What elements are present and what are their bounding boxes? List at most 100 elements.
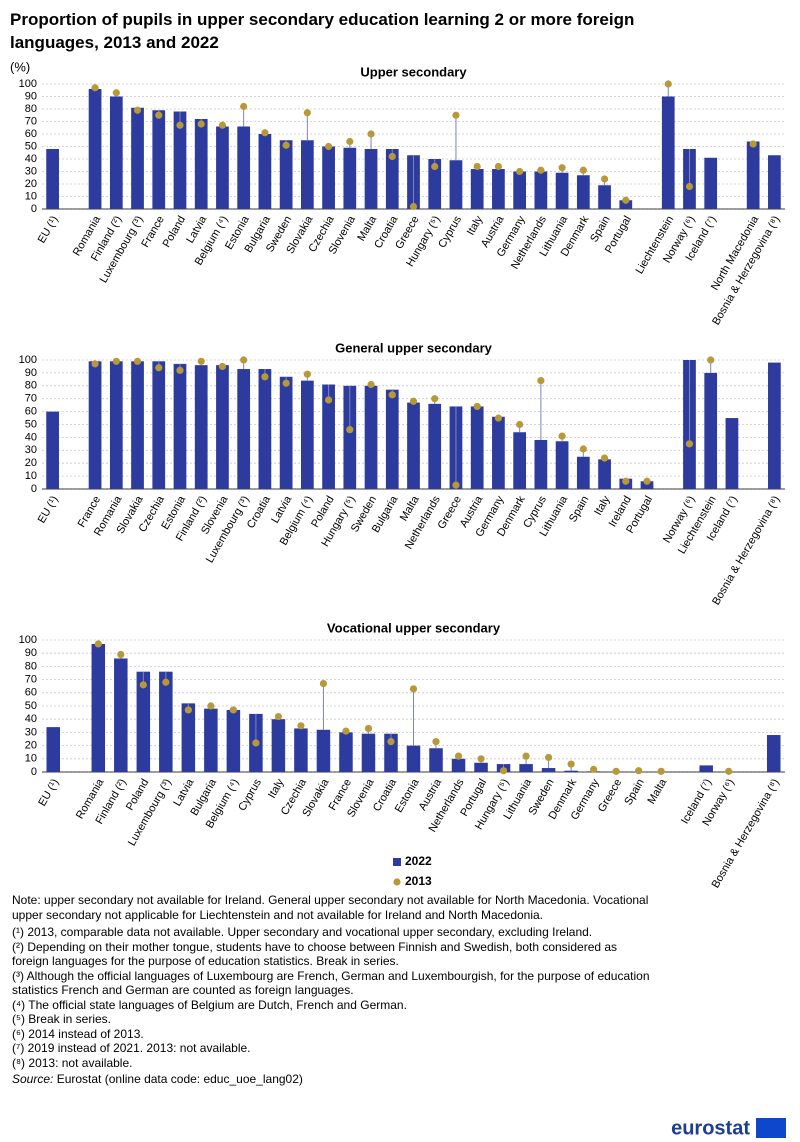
y-tick-label: 50 [25, 700, 37, 712]
dot [303, 109, 311, 117]
y-tick-label: 80 [25, 380, 37, 392]
y-tick-label: 30 [25, 726, 37, 738]
y-tick-label: 40 [25, 153, 37, 165]
dot [94, 640, 102, 648]
bar [181, 703, 196, 772]
bar [46, 727, 61, 772]
y-tick-label: 10 [25, 470, 37, 482]
dot [252, 739, 260, 747]
bar [428, 159, 442, 209]
panel-title: Upper secondary [360, 64, 467, 79]
panel-title: General upper secondary [335, 340, 493, 355]
bar [513, 171, 527, 209]
bar [152, 361, 166, 489]
legend-swatch [393, 858, 401, 866]
dot [685, 440, 694, 448]
note: (²) Depending on their mother tongue, st… [12, 939, 618, 969]
bar [46, 149, 59, 209]
legend-swatch [393, 878, 401, 886]
dot [197, 120, 205, 128]
bar [343, 385, 357, 489]
y-tick-label: 20 [25, 457, 37, 469]
bar [226, 709, 241, 772]
y-tick-label: 100 [19, 354, 37, 366]
y-tick-label: 20 [25, 178, 37, 190]
bar [534, 439, 548, 489]
dot [117, 650, 125, 659]
y-tick-label: 70 [25, 393, 37, 405]
bar [492, 169, 505, 209]
dot [544, 753, 553, 762]
x-tick-label: Malta [645, 776, 669, 806]
y-tick-label: 0 [31, 766, 37, 778]
dot [207, 702, 215, 710]
dot [324, 396, 333, 404]
dot [537, 377, 545, 385]
bar [766, 735, 781, 772]
note: (⁷) 2019 instead of 2021. 2013: not avai… [12, 1041, 251, 1055]
dot [473, 402, 481, 411]
dot [473, 162, 481, 171]
dot [91, 360, 99, 368]
note: (⁶) 2014 instead of 2013. [12, 1026, 144, 1041]
y-tick-label: 60 [25, 128, 37, 140]
y-unit: (%) [10, 59, 30, 74]
dot [516, 420, 524, 429]
dot [600, 454, 609, 462]
bar [364, 385, 378, 489]
bar [492, 416, 505, 489]
y-tick-label: 60 [25, 406, 37, 418]
dot [409, 202, 418, 211]
x-tick-label: Italy [266, 777, 287, 801]
dot [342, 727, 350, 735]
y-tick-label: 100 [19, 78, 37, 90]
legend-label: 2013 [405, 874, 432, 888]
dot [499, 767, 508, 775]
dot [579, 445, 587, 453]
dot [432, 738, 440, 746]
dot [229, 706, 237, 714]
bar [91, 643, 106, 772]
bar [159, 671, 173, 772]
y-tick-label: 90 [25, 90, 37, 102]
dot [184, 706, 192, 714]
x-tick-label: Spain [567, 494, 591, 524]
bar [300, 380, 314, 489]
dot [282, 379, 290, 387]
legend-label: 2022 [405, 854, 432, 868]
bar [451, 758, 466, 772]
bar [322, 384, 335, 489]
dot [162, 678, 170, 686]
dot [409, 685, 418, 693]
y-tick-label: 80 [25, 103, 37, 115]
bar [768, 155, 781, 209]
note: (³) Although the official languages of L… [12, 968, 650, 998]
bar [322, 146, 335, 209]
bar [768, 362, 781, 489]
bar [725, 418, 739, 489]
x-tick-label: Cyprus [236, 777, 264, 814]
dot [218, 362, 227, 371]
bar [131, 107, 144, 209]
bar [88, 89, 102, 209]
bar [194, 119, 208, 209]
y-tick-label: 70 [25, 115, 37, 127]
bar [555, 441, 569, 489]
dot [622, 196, 630, 204]
bar [534, 171, 548, 209]
bar [407, 402, 420, 489]
dot [664, 80, 672, 88]
dot [657, 767, 665, 775]
source-text: Eurostat (online data code: educ_uoe_lan… [56, 1072, 303, 1086]
dot [537, 166, 545, 174]
logo: eurostat [671, 1117, 750, 1139]
bar [216, 365, 229, 489]
bar [258, 134, 272, 209]
bar [449, 160, 463, 209]
bar [474, 762, 488, 772]
dot [454, 752, 463, 760]
dot [346, 426, 354, 434]
bar [294, 728, 308, 772]
note: (¹) 2013, comparable data not available.… [12, 925, 593, 939]
dot [197, 357, 205, 365]
